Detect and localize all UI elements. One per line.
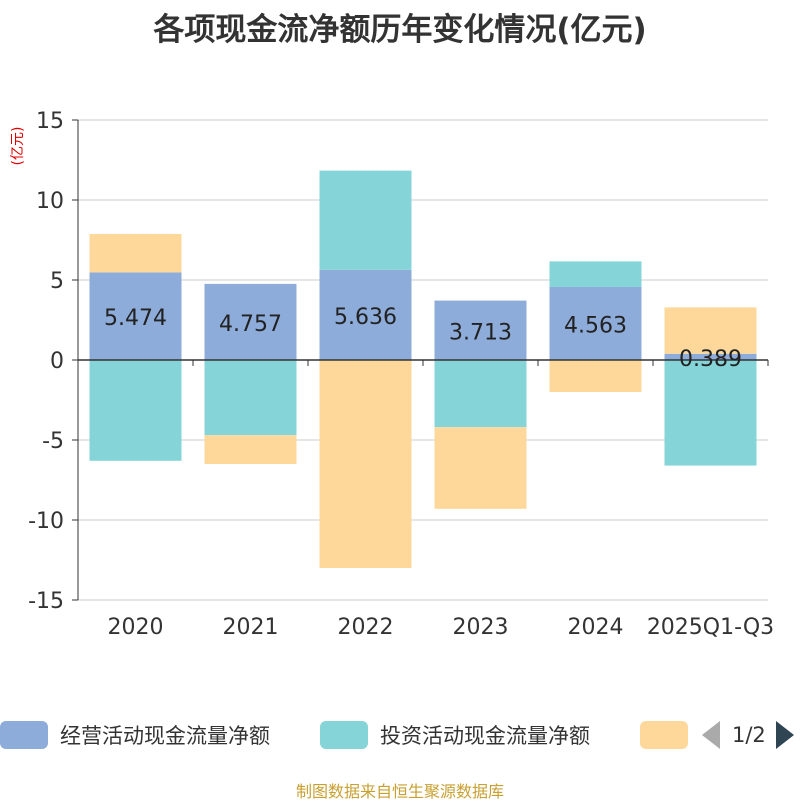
bar-financing bbox=[204, 435, 297, 464]
axis-layer: -15 -10 -5 0 5 10 15 (亿元) 2020 2021 2022 2023 2024 20… bbox=[10, 109, 774, 640]
legend-item-financing[interactable] bbox=[640, 720, 688, 750]
bar-investing bbox=[434, 360, 527, 428]
x-tick-label: 2023 bbox=[453, 615, 509, 640]
bar-investing bbox=[664, 360, 757, 466]
legend-item-operating[interactable]: 经营活动现金流量净额 bbox=[0, 720, 270, 750]
data-label: 0.389 bbox=[679, 347, 742, 372]
y-tick-label: 0 bbox=[50, 349, 64, 374]
grid-layer bbox=[78, 119, 768, 601]
y-tick-label: -5 bbox=[42, 429, 64, 454]
data-label: 5.636 bbox=[334, 305, 397, 330]
bar-investing bbox=[89, 360, 182, 461]
bar-operating bbox=[204, 283, 297, 360]
y-tick-label: 10 bbox=[36, 189, 64, 214]
bar-financing bbox=[434, 427, 527, 509]
prev-page-icon[interactable] bbox=[702, 721, 720, 749]
pager-text: 1/2 bbox=[732, 723, 766, 747]
legend-swatch-financing bbox=[640, 721, 688, 749]
legend: 经营活动现金流量净额 投资活动现金流量净额 1/2 bbox=[0, 714, 800, 758]
legend-label-operating: 经营活动现金流量净额 bbox=[60, 724, 270, 748]
bar-investing bbox=[549, 261, 642, 287]
source-footer: 制图数据来自恒生聚源数据库 bbox=[295, 782, 504, 801]
chart-svg: -15 -10 -5 0 5 10 15 (亿元) 2020 2021 2022 2023 2024 20… bbox=[10, 109, 774, 640]
x-tick-label: 2022 bbox=[338, 615, 394, 640]
legend-item-investing[interactable]: 投资活动现金流量净额 bbox=[320, 720, 590, 750]
label-layer: 5.474 4.757 5.636 3.713 4.563 0.389 bbox=[104, 305, 742, 372]
bar-financing bbox=[319, 360, 412, 568]
data-label: 5.474 bbox=[104, 306, 167, 331]
y-tick-label: 15 bbox=[36, 109, 64, 134]
bar-operating bbox=[434, 300, 527, 360]
data-label: 4.757 bbox=[219, 312, 282, 337]
bar-investing bbox=[204, 360, 297, 436]
legend-swatch-investing bbox=[320, 721, 368, 749]
chart-title: 各项现金流净额历年变化情况(亿元) bbox=[153, 12, 647, 48]
bar-operating bbox=[89, 272, 182, 360]
legend-pager: 1/2 bbox=[702, 720, 794, 750]
bar-financing bbox=[549, 360, 642, 392]
legend-label-investing: 投资活动现金流量净额 bbox=[380, 724, 590, 748]
legend-swatch-operating bbox=[0, 721, 48, 749]
data-label: 4.563 bbox=[564, 313, 627, 338]
bar-financing bbox=[664, 307, 757, 354]
bar-operating bbox=[549, 286, 642, 360]
y-tick-label: -10 bbox=[28, 509, 64, 534]
x-tick-label: 2024 bbox=[568, 615, 624, 640]
bar-investing bbox=[319, 170, 412, 270]
x-tick-label: 2020 bbox=[108, 615, 164, 640]
y-tick-label: -15 bbox=[28, 589, 64, 614]
bar-operating bbox=[319, 269, 412, 360]
y-tick-label: 5 bbox=[50, 269, 64, 294]
bar-financing bbox=[89, 234, 182, 273]
next-page-icon[interactable] bbox=[775, 721, 794, 749]
x-tick-label: 2025Q1-Q3 bbox=[647, 615, 774, 640]
bar-layer bbox=[89, 170, 757, 568]
data-label: 3.713 bbox=[449, 320, 512, 345]
bar-operating bbox=[664, 353, 757, 360]
x-tick-label: 2021 bbox=[223, 615, 279, 640]
y-axis-unit-label: (亿元) bbox=[10, 127, 26, 166]
